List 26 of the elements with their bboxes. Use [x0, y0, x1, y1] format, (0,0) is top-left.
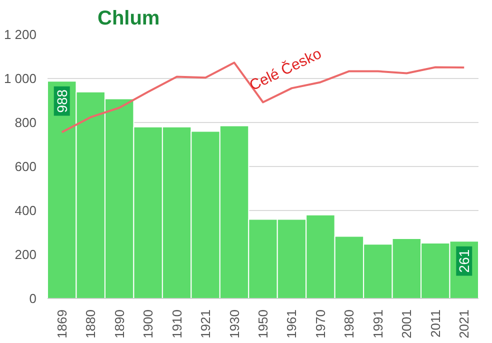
x-tick-label: 1921 [198, 310, 214, 338]
x-tick-label: 1961 [284, 310, 300, 338]
y-tick-label: 200 [14, 247, 37, 262]
y-tick-label: 800 [14, 115, 37, 130]
text: Celé Česko [246, 44, 324, 94]
y-tick-label: 1 000 [4, 71, 37, 86]
x-tick-label: 1980 [342, 310, 357, 338]
x-tick-label: 1970 [312, 310, 328, 338]
y-tick-label: 600 [14, 159, 37, 174]
x-tick-label: 1991 [370, 310, 386, 338]
y-tick-label: 1 200 [4, 27, 37, 42]
x-tick-label: 2001 [399, 310, 414, 338]
data-label: 988 [54, 89, 70, 113]
y-tick-label: 0 [29, 291, 37, 306]
data-label: 261 [456, 249, 472, 273]
x-tick-label: 2011 [428, 309, 443, 338]
x-tick-label: 1910 [169, 310, 184, 338]
x-tick-label: 1890 [112, 310, 127, 338]
x-tick-label: 1950 [256, 310, 270, 338]
chart-title: Chlum [98, 8, 160, 30]
x-tick-label: 2021 [456, 310, 472, 338]
x-tick-label: 1869 [54, 310, 70, 338]
x-tick-label: 1930 [226, 310, 242, 338]
x-tick-label: 1880 [83, 310, 98, 338]
y-tick-label: 400 [14, 203, 37, 218]
x-tick-label: 1900 [140, 310, 156, 338]
